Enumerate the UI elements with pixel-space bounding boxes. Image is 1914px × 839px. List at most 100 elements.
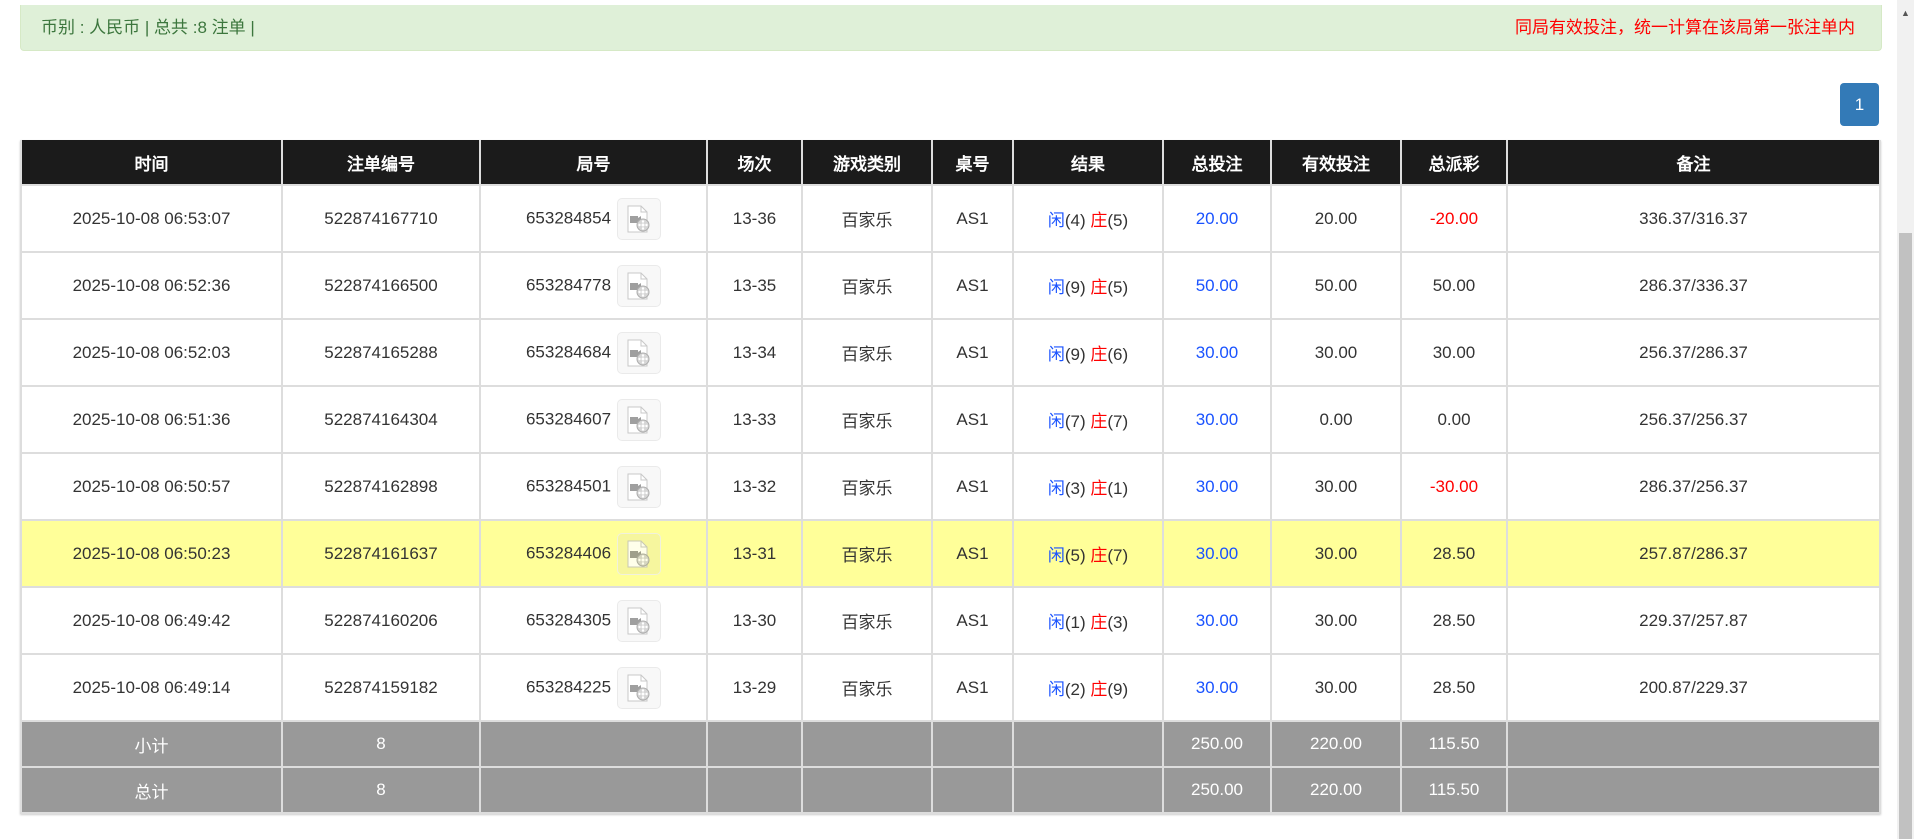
payout-cell: 28.50 <box>1400 653 1508 722</box>
table-number-cell: AS1 <box>931 385 1014 454</box>
total-bet-cell: 30.00 <box>1162 653 1272 722</box>
banker-label: 庄 <box>1090 680 1108 699</box>
empty-cell <box>801 766 933 814</box>
player-score: (2) <box>1064 680 1086 699</box>
player-label: 闲 <box>1047 546 1065 565</box>
video-replay-icon[interactable] <box>617 666 662 709</box>
round-cell: 653284684 <box>479 318 708 387</box>
round-cell: 653284406 <box>479 519 708 588</box>
payout-cell: 28.50 <box>1400 586 1508 655</box>
note-cell: 286.37/336.37 <box>1506 251 1881 320</box>
banker-score: (6) <box>1107 345 1129 364</box>
scroll-up-arrow-icon[interactable]: ▲ <box>1901 8 1910 18</box>
banker-label: 庄 <box>1090 412 1108 431</box>
payout-cell: 0.00 <box>1400 385 1508 454</box>
player-score: (9) <box>1064 345 1086 364</box>
player-score: (3) <box>1064 479 1086 498</box>
video-replay-icon[interactable] <box>617 532 662 575</box>
valid-bet-cell: 20.00 <box>1270 184 1402 253</box>
result-cell: 闲(4) 庄(5) <box>1012 184 1164 253</box>
column-header: 备注 <box>1506 140 1881 186</box>
grandtotal-count: 8 <box>281 766 481 814</box>
table-number-cell: AS1 <box>931 184 1014 253</box>
game-type-cell: 百家乐 <box>801 653 933 722</box>
subtotal-row: 小计 8 250.00 220.00 115.50 <box>20 720 1881 768</box>
grandtotal-valid-bet: 220.00 <box>1270 766 1402 814</box>
player-score: (5) <box>1064 546 1086 565</box>
note-cell: 257.87/286.37 <box>1506 519 1881 588</box>
table-number-cell: AS1 <box>931 586 1014 655</box>
table-row: 2025-10-08 06:52:03 522874165288 653284684… <box>20 318 1881 387</box>
table-row: 2025-10-08 06:53:07 522874167710 653284854… <box>20 184 1881 253</box>
payout-cell: 28.50 <box>1400 519 1508 588</box>
note-cell: 286.37/256.37 <box>1506 452 1881 521</box>
result-cell: 闲(3) 庄(1) <box>1012 452 1164 521</box>
video-replay-icon[interactable] <box>617 599 662 642</box>
note-cell: 229.37/257.87 <box>1506 586 1881 655</box>
player-score: (9) <box>1064 278 1086 297</box>
video-replay-icon[interactable] <box>617 331 662 374</box>
payout-cell: -30.00 <box>1400 452 1508 521</box>
empty-cell <box>1506 720 1881 768</box>
session-cell: 13-34 <box>706 318 803 387</box>
game-type-cell: 百家乐 <box>801 385 933 454</box>
empty-cell <box>479 720 708 768</box>
grandtotal-label: 总计 <box>20 766 283 814</box>
bet-id-cell: 522874164304 <box>281 385 481 454</box>
time-cell: 2025-10-08 06:50:23 <box>20 519 283 588</box>
time-cell: 2025-10-08 06:50:57 <box>20 452 283 521</box>
banker-score: (3) <box>1107 613 1129 632</box>
time-cell: 2025-10-08 06:49:42 <box>20 586 283 655</box>
round-number: 653284305 <box>525 609 612 629</box>
game-type-cell: 百家乐 <box>801 519 933 588</box>
banker-label: 庄 <box>1090 613 1108 632</box>
video-replay-icon[interactable] <box>617 197 662 240</box>
total-bet-cell: 30.00 <box>1162 586 1272 655</box>
grandtotal-row: 总计 8 250.00 220.00 115.50 <box>20 766 1881 814</box>
video-replay-icon[interactable] <box>617 264 662 307</box>
session-cell: 13-31 <box>706 519 803 588</box>
time-cell: 2025-10-08 06:52:36 <box>20 251 283 320</box>
time-cell: 2025-10-08 06:53:07 <box>20 184 283 253</box>
round-number: 653284854 <box>525 207 612 227</box>
table-number-cell: AS1 <box>931 519 1014 588</box>
round-number: 653284778 <box>525 274 612 294</box>
session-cell: 13-29 <box>706 653 803 722</box>
player-label: 闲 <box>1047 412 1065 431</box>
subtotal-valid-bet: 220.00 <box>1270 720 1402 768</box>
table-row: 2025-10-08 06:50:23 522874161637 653284406… <box>20 519 1881 588</box>
table-number-cell: AS1 <box>931 452 1014 521</box>
bet-id-cell: 522874166500 <box>281 251 481 320</box>
note-cell: 200.87/229.37 <box>1506 653 1881 722</box>
column-header: 桌号 <box>931 140 1014 186</box>
page-button-1[interactable]: 1 <box>1840 83 1879 126</box>
session-cell: 13-33 <box>706 385 803 454</box>
total-bet-cell: 30.00 <box>1162 452 1272 521</box>
video-replay-icon[interactable] <box>617 465 662 508</box>
summary-text: 币别 : 人民币 | 总共 :8 注单 | <box>41 18 255 37</box>
scrollbar-thumb[interactable] <box>1899 233 1912 839</box>
empty-cell <box>931 766 1014 814</box>
time-cell: 2025-10-08 06:51:36 <box>20 385 283 454</box>
banker-label: 庄 <box>1090 278 1108 297</box>
bet-id-cell: 522874161637 <box>281 519 481 588</box>
table-row: 2025-10-08 06:52:36 522874166500 653284778… <box>20 251 1881 320</box>
session-cell: 13-30 <box>706 586 803 655</box>
column-header: 局号 <box>479 140 708 186</box>
vertical-scrollbar[interactable]: ▲ <box>1897 0 1914 839</box>
subtotal-payout: 115.50 <box>1400 720 1508 768</box>
time-cell: 2025-10-08 06:52:03 <box>20 318 283 387</box>
banker-score: (5) <box>1107 211 1129 230</box>
table-number-cell: AS1 <box>931 318 1014 387</box>
result-cell: 闲(7) 庄(7) <box>1012 385 1164 454</box>
table-number-cell: AS1 <box>931 251 1014 320</box>
column-header: 结果 <box>1012 140 1164 186</box>
game-type-cell: 百家乐 <box>801 251 933 320</box>
result-cell: 闲(5) 庄(7) <box>1012 519 1164 588</box>
player-label: 闲 <box>1047 278 1065 297</box>
time-cell: 2025-10-08 06:49:14 <box>20 653 283 722</box>
player-score: (4) <box>1064 211 1086 230</box>
video-replay-icon[interactable] <box>617 398 662 441</box>
note-cell: 336.37/316.37 <box>1506 184 1881 253</box>
banker-label: 庄 <box>1090 546 1108 565</box>
